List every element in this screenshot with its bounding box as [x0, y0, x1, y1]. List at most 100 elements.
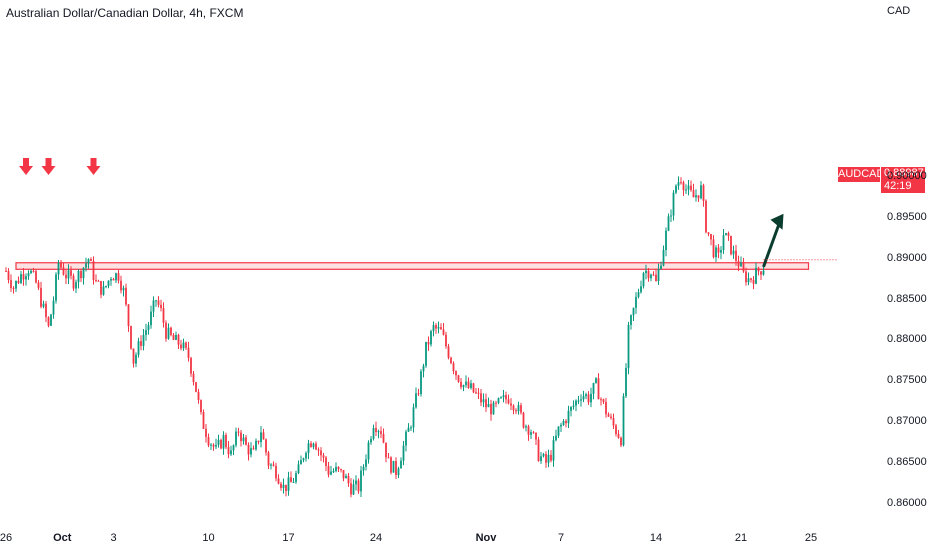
time-tick-label: 7 [557, 532, 565, 544]
candle-up [255, 440, 257, 450]
candle-up [530, 432, 532, 435]
candle-up [55, 274, 57, 301]
candle-up [625, 367, 627, 397]
candle-up [105, 285, 107, 287]
time-tick-label: 17 [282, 532, 295, 544]
candle-down [275, 465, 277, 479]
candle-down [702, 185, 705, 201]
candle-up [502, 395, 505, 398]
candle-up [152, 300, 155, 312]
candle-up [142, 334, 145, 346]
candle-down [605, 401, 607, 415]
candle-down [120, 280, 122, 291]
candle-up [122, 287, 125, 291]
candle-down [125, 287, 127, 305]
candle-down [252, 448, 255, 450]
candle-down [22, 274, 25, 280]
candle-down [267, 452, 270, 466]
candle-up [147, 325, 150, 331]
candle-down [477, 392, 480, 394]
candle-down [212, 444, 215, 447]
candle-down [652, 274, 655, 276]
candle-down [550, 454, 552, 461]
candle-up [85, 263, 87, 268]
candle-up [400, 460, 402, 469]
candle-up [242, 437, 245, 442]
candle-down [735, 250, 737, 261]
candle-up [365, 459, 367, 467]
candle-up [282, 484, 285, 488]
price-tick-label: 0.86000 [887, 496, 927, 509]
candle-up [715, 247, 717, 258]
candle-down [237, 431, 240, 433]
candle-down [185, 342, 187, 348]
candle-up [720, 250, 722, 253]
candle-up [232, 445, 235, 451]
candle-down [442, 329, 445, 335]
candle-down [750, 278, 752, 280]
candle-up [42, 303, 45, 307]
candle-up [402, 445, 405, 461]
candle-down [712, 239, 715, 258]
candle-up [755, 267, 757, 284]
candle-down [47, 317, 50, 326]
candle-down [752, 279, 755, 284]
candle-down [170, 327, 172, 336]
candle-down [395, 460, 397, 476]
candle-down [610, 416, 612, 419]
candle-up [662, 249, 665, 266]
candle-down [512, 405, 515, 411]
candle-down [95, 280, 97, 282]
down-arrow-icon [19, 158, 33, 175]
candle-up [585, 394, 587, 397]
candle-up [747, 278, 750, 283]
candle-up [577, 400, 580, 402]
candle-up [87, 259, 90, 264]
candle-up [627, 324, 630, 368]
candle-up [722, 235, 725, 251]
candle-up [567, 410, 570, 424]
candle-down [680, 182, 682, 184]
candle-down [745, 271, 747, 283]
candle-up [622, 396, 625, 446]
candle-up [307, 443, 310, 454]
candle-down [692, 190, 695, 198]
candle-down [480, 393, 482, 403]
candle-up [547, 454, 550, 463]
candle-down [387, 457, 390, 459]
candle-down [520, 405, 522, 413]
candle-up [167, 327, 170, 339]
price-tick-label: 0.88500 [887, 292, 927, 305]
candle-down [127, 304, 130, 327]
candle-up [250, 448, 252, 455]
candle-up [377, 431, 380, 433]
candle-down [205, 428, 207, 438]
candle-up [330, 471, 332, 475]
candle-up [297, 464, 300, 474]
candle-down [427, 341, 430, 345]
candle-down [537, 439, 540, 462]
candle-up [487, 404, 490, 408]
candle-up [370, 438, 372, 443]
candle-down [65, 274, 67, 279]
candle-down [310, 443, 312, 448]
candle-up [525, 426, 527, 428]
candle-down [535, 432, 537, 440]
candle-down [380, 431, 382, 434]
candle-down [607, 414, 610, 417]
candle-up [660, 265, 662, 270]
candle-down [587, 394, 590, 403]
candle-down [277, 478, 280, 484]
candle-down [417, 393, 420, 395]
candle-up [642, 273, 645, 287]
candle-up [52, 300, 55, 315]
candle-down [390, 457, 392, 473]
candle-up [635, 296, 637, 308]
candle-down [160, 304, 162, 309]
candle-down [320, 450, 322, 456]
candle-up [740, 262, 742, 267]
candle-down [472, 383, 475, 393]
candle-down [117, 273, 120, 281]
time-tick-label: 10 [202, 532, 215, 544]
